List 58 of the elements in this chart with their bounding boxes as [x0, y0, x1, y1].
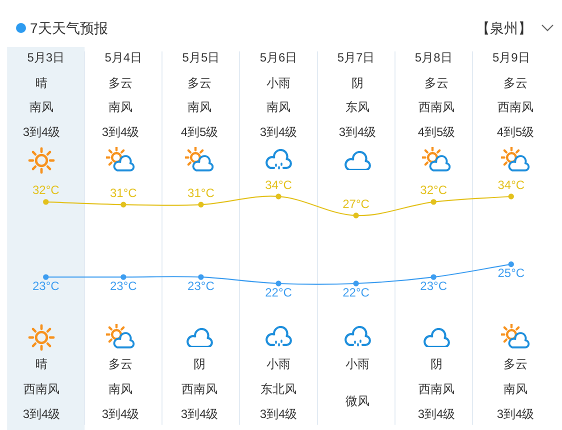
annotation: 小雨	[266, 356, 290, 372]
data-label: 34°C	[498, 178, 525, 192]
data-label: 31°C	[188, 186, 215, 200]
data-label: 23°C	[188, 278, 215, 293]
annotation: 多云	[188, 74, 212, 92]
x-tick-label: 5月4日	[104, 50, 142, 65]
annotation: 小雨	[266, 74, 290, 92]
data-label: 23°C	[32, 278, 60, 293]
data-label: 27°C	[342, 196, 370, 211]
point	[276, 194, 282, 200]
annotation: 南风 3到4级	[22, 98, 60, 140]
annotation: 微风	[346, 393, 370, 410]
annotation: 阴	[352, 74, 364, 92]
x-tick-label: 5月9日	[492, 50, 530, 65]
annotation: 晴	[36, 74, 48, 92]
point	[198, 202, 204, 208]
annotation: 南风 3到4级	[260, 98, 298, 140]
annotation: 阴	[194, 356, 206, 372]
annotation: 多云	[108, 74, 132, 92]
annotation: 东北风 3到4级	[260, 380, 298, 422]
data-label: 22°C	[342, 285, 370, 300]
annotation: 小雨	[346, 356, 370, 372]
data-label: 22°C	[265, 285, 292, 300]
data-label: 23°C	[110, 278, 138, 293]
annotation: 阴	[430, 356, 442, 372]
annotation: 西南风 4到5级	[418, 98, 456, 140]
point	[430, 199, 436, 205]
x-tick-label: 5月8日	[414, 50, 452, 65]
annotation: 南风 3到4级	[496, 380, 534, 422]
annotation: 西南风 3到4级	[418, 380, 456, 422]
annotation: 多云	[108, 356, 132, 372]
annotation: 南风 3到4级	[102, 380, 140, 422]
x-tick-label: 5月7日	[337, 50, 375, 65]
chart-subtitle: 【泉州】	[476, 19, 532, 37]
x-tick-label: 5月5日	[182, 50, 220, 65]
annotation: 多云	[504, 356, 528, 372]
annotation: 晴	[36, 356, 48, 372]
point	[120, 202, 126, 208]
annotation: 东风 3到4级	[338, 98, 376, 140]
point	[43, 199, 49, 205]
annotation: 多云	[504, 74, 528, 92]
annotation: 西南风 3到4级	[180, 380, 218, 422]
chart-title: 7天天气预报	[30, 19, 108, 37]
data-label: 32°C	[32, 183, 60, 198]
annotation: 多云	[424, 74, 448, 92]
annotation: 南风 4到5级	[180, 98, 218, 140]
point	[353, 212, 359, 218]
x-tick-label: 5月3日	[27, 50, 65, 65]
data-label: 34°C	[265, 178, 292, 192]
x-tick-label: 5月6日	[260, 50, 298, 65]
data-label: 25°C	[498, 266, 525, 280]
data-label: 32°C	[420, 183, 448, 198]
annotation: 西南风 3到4级	[22, 380, 60, 422]
data-label: 31°C	[110, 186, 138, 200]
annotation: 西南风 4到5级	[496, 98, 534, 140]
point	[508, 194, 514, 200]
data-label: 23°C	[420, 278, 448, 293]
annotation: 南风 3到4级	[102, 98, 140, 140]
